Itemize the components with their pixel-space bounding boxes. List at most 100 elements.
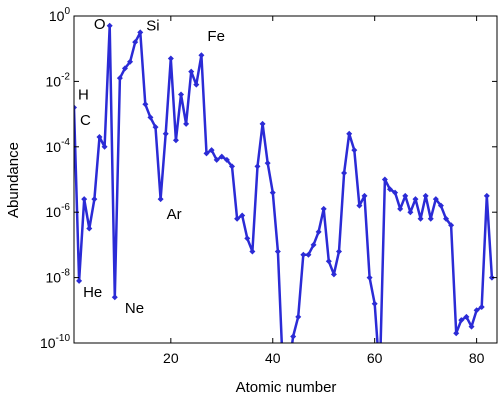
data-point (437, 202, 444, 209)
data-point (167, 55, 174, 62)
data-point (300, 251, 307, 258)
data-point (478, 304, 485, 311)
data-point (473, 307, 480, 314)
data-point (74, 104, 77, 111)
data-point (198, 52, 205, 59)
data-point (111, 294, 118, 301)
data-point (310, 241, 317, 248)
y-tick-label: 10-10 (40, 333, 70, 351)
data-point (81, 196, 88, 203)
data-point (218, 153, 225, 160)
data-point (106, 22, 113, 29)
x-tick-label: 60 (367, 350, 383, 366)
data-point (96, 133, 103, 140)
data-point (244, 235, 251, 242)
y-tick-label: 10-2 (46, 71, 71, 89)
data-point (325, 258, 332, 265)
data-point (121, 65, 128, 72)
data-point (162, 130, 169, 137)
y-tick-label: 100 (49, 6, 71, 24)
data-point (172, 137, 179, 144)
data-point (193, 81, 200, 88)
data-point (305, 251, 312, 258)
x-axis-label: Atomic number (236, 379, 337, 396)
y-axis-label: Abundance (5, 142, 22, 218)
x-tick-label: 20 (163, 350, 179, 366)
data-point (361, 192, 368, 199)
data-point (228, 163, 235, 170)
element-annotation: C (80, 112, 91, 129)
data-point (356, 202, 363, 209)
data-point (254, 163, 261, 170)
data-point (336, 248, 343, 255)
element-annotation: He (83, 284, 102, 301)
data-point (488, 274, 495, 281)
y-tick-label: 10-4 (46, 137, 71, 155)
data-point (463, 313, 470, 320)
data-point (127, 58, 134, 65)
data-point (157, 196, 164, 203)
data-point (213, 156, 220, 163)
data-point (132, 39, 139, 46)
data-point (137, 29, 144, 36)
data-point (453, 330, 460, 337)
data-point (422, 192, 429, 199)
data-point (116, 75, 123, 82)
element-annotation: Ar (167, 206, 182, 223)
data-point (91, 196, 98, 203)
y-tick-label: 10-6 (46, 202, 71, 220)
data-point (142, 101, 149, 108)
data-point (417, 215, 424, 222)
data-point (86, 225, 93, 232)
element-annotation: O (94, 16, 106, 33)
data-point (178, 91, 185, 98)
x-tick-label: 80 (469, 350, 485, 366)
data-point (315, 228, 322, 235)
data-point (397, 205, 404, 212)
element-annotation: Si (146, 17, 159, 34)
data-point (249, 248, 256, 255)
data-point (468, 323, 475, 330)
data-point (183, 120, 190, 127)
data-point (392, 189, 399, 196)
series-line (74, 24, 494, 343)
y-tick-label: 10-8 (46, 268, 71, 286)
data-point (274, 248, 281, 255)
data-point (366, 274, 373, 281)
element-annotation: Ne (125, 300, 144, 317)
data-point (290, 333, 297, 340)
data-point (412, 196, 419, 203)
data-point (188, 68, 195, 75)
element-annotation: H (78, 87, 89, 104)
data-point (203, 150, 210, 157)
data-point (402, 192, 409, 199)
data-point (269, 189, 276, 196)
data-point (432, 196, 439, 203)
data-point (147, 114, 154, 121)
data-point (234, 215, 241, 222)
data-point (346, 130, 353, 137)
data-point (381, 176, 388, 183)
data-point (264, 160, 271, 167)
x-tick-label: 40 (265, 350, 281, 366)
data-point (223, 156, 230, 163)
data-point (386, 186, 393, 193)
element-annotation: Fe (207, 28, 225, 45)
data-point (341, 169, 348, 176)
data-point (458, 317, 465, 324)
data-point (443, 215, 450, 222)
data-point (483, 192, 490, 199)
data-point (448, 222, 455, 229)
data-point (427, 215, 434, 222)
data-point (351, 147, 358, 154)
data-point (407, 209, 414, 216)
data-point (152, 124, 159, 131)
data-point (208, 147, 215, 154)
data-point (330, 271, 337, 278)
data-point (320, 205, 327, 212)
data-point (101, 143, 108, 150)
data-point (295, 313, 302, 320)
data-point (239, 212, 246, 219)
data-point (371, 300, 378, 307)
